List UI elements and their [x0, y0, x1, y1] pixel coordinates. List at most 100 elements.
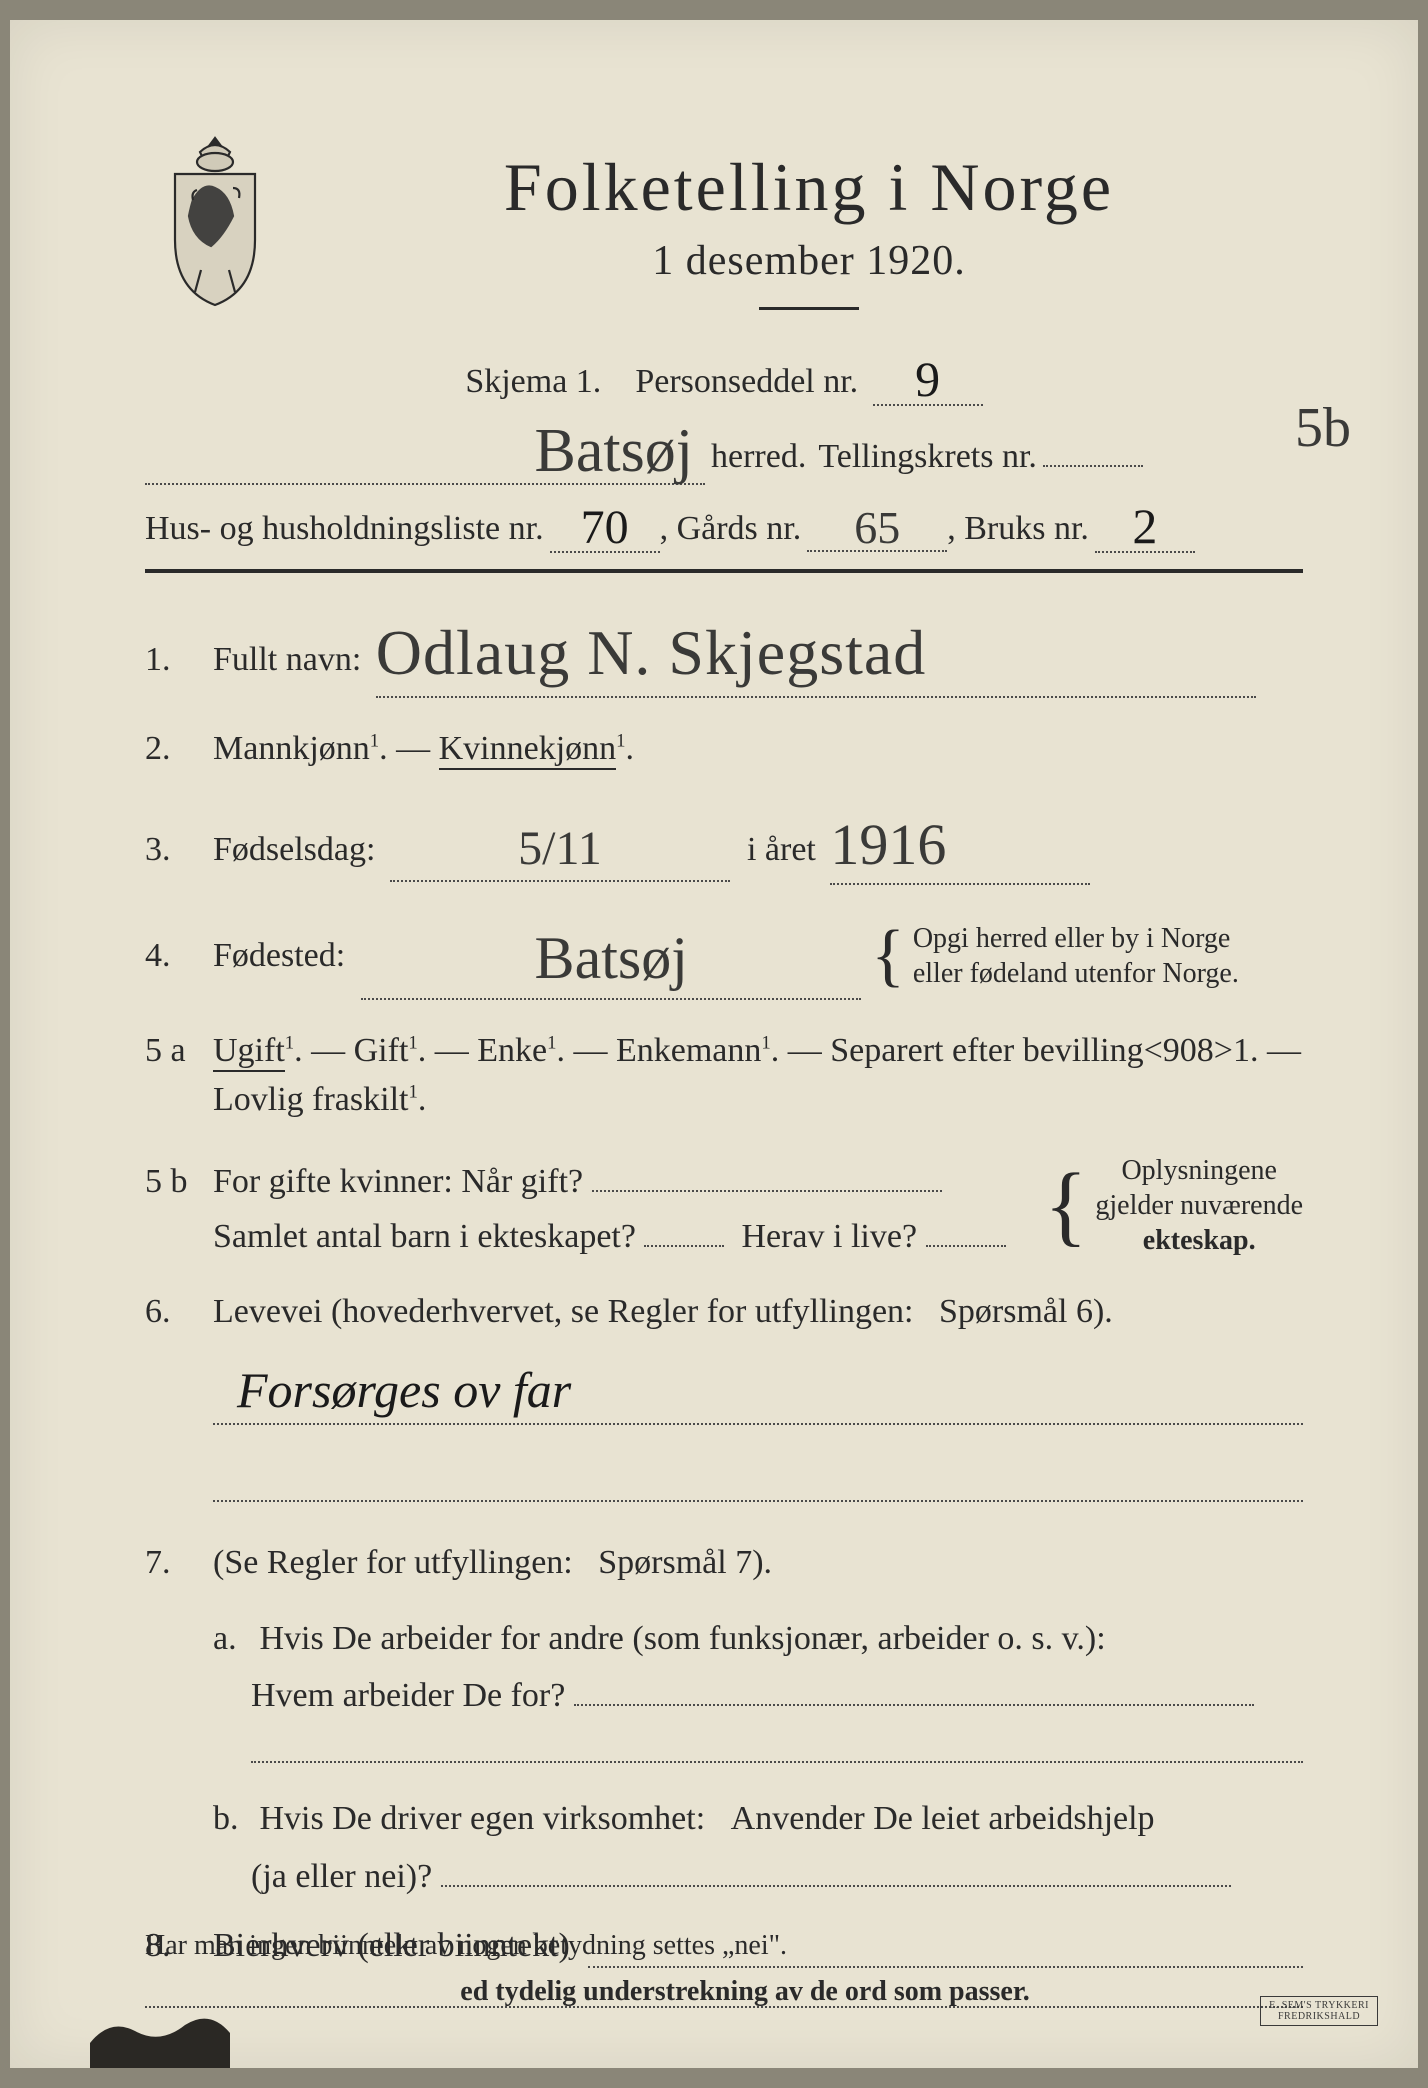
q7b-text3: (ja eller nei)?: [251, 1858, 432, 1895]
q5b-l1: For gifte kvinner: Når gift?: [213, 1163, 583, 1200]
q7: 7. (Se Regler for utfyllingen: Spørsmål …: [145, 1538, 1303, 1587]
q3-day-field: 5/11: [390, 810, 730, 882]
q3-num: 3.: [145, 825, 195, 874]
bruks-label: , Bruks nr.: [947, 510, 1089, 548]
q1-field: Odlaug N. Skjegstad: [376, 603, 1256, 698]
brace-icon: {: [871, 928, 905, 984]
q7b-label: b.: [213, 1793, 251, 1846]
q7b-text1: Hvis De driver egen virksomhet:: [260, 1800, 706, 1837]
q5b-note: Oplysningene gjelder nuværende ekteskap.: [1095, 1153, 1303, 1258]
q5b-l2a: Samlet antal barn i ekteskapet?: [213, 1218, 636, 1255]
q6-label2: Spørsmål 6).: [939, 1293, 1113, 1330]
thick-rule: [145, 569, 1303, 573]
personseddel-field: 9: [873, 346, 983, 406]
q7-label2: Spørsmål 7).: [598, 1544, 772, 1581]
q2: 2. Mannkjønn1. — Kvinnekjønn1.: [145, 724, 1303, 773]
q5a-fraskilt: Lovlig fraskilt: [213, 1081, 408, 1118]
q4: 4. Fødested: Batsøj { Opgi herred eller …: [145, 911, 1303, 1000]
q5a-gift: Gift: [354, 1032, 409, 1069]
q7b: b. Hvis De driver egen virksomhet: Anven…: [213, 1793, 1303, 1903]
personseddel-label: Personseddel nr.: [635, 363, 858, 400]
brace-icon: {: [1044, 1170, 1087, 1242]
bruks-value: 2: [1132, 497, 1157, 555]
herred-label: herred.: [711, 438, 806, 476]
gards-field: 65: [807, 497, 947, 552]
q5b-l2b: Herav i live?: [741, 1218, 917, 1255]
husliste-label: Hus- og husholdningsliste nr.: [145, 510, 544, 548]
header: Folketelling i Norge 1 desember 1920.: [145, 130, 1303, 338]
q5a-enkemann: Enkemann: [616, 1032, 761, 1069]
q7-num: 7.: [145, 1538, 195, 1587]
bruks-field: 2: [1095, 493, 1195, 553]
q5a-ugift: Ugift: [213, 1032, 285, 1072]
herred-value: Batsøj: [535, 416, 693, 487]
gards-value: 65: [854, 501, 900, 554]
q5b-barn-field: [644, 1206, 724, 1247]
personseddel-value: 9: [915, 350, 940, 408]
q1-value: Odlaug N. Skjegstad: [376, 607, 927, 700]
q1-num: 1.: [145, 635, 195, 684]
census-form-page: Folketelling i Norge 1 desember 1920. Sk…: [10, 20, 1418, 2068]
divider: [759, 307, 859, 310]
q3-yearlabel: i året: [747, 831, 816, 868]
q5b-note1: Oplysningene: [1121, 1155, 1277, 1186]
q4-note2: eller fødeland utenfor Norge.: [913, 958, 1239, 989]
subtitle: 1 desember 1920.: [315, 237, 1303, 285]
footer: Har man ingen biinntekt av nogen betydni…: [145, 1930, 1303, 2008]
q6-num: 6.: [145, 1287, 195, 1336]
q7a-text2: Hvem arbeider De for?: [251, 1677, 565, 1714]
q7a-field2: [251, 1761, 1303, 1763]
q7a-text1: Hvis De arbeider for andre (som funksjon…: [260, 1620, 1106, 1657]
q2-mann: Mannkjønn: [213, 730, 370, 767]
q3-day: 5/11: [518, 814, 602, 884]
title-block: Folketelling i Norge 1 desember 1920.: [315, 130, 1303, 338]
printer-line2: FREDRIKSHALD: [1278, 2011, 1360, 2022]
q5a-num: 5 a: [145, 1026, 195, 1075]
q6-field2: [213, 1461, 1303, 1502]
q1: 1. Fullt navn: Odlaug N. Skjegstad: [145, 603, 1303, 698]
tellingskrets-field: [1043, 426, 1143, 467]
q4-field: Batsøj: [361, 911, 861, 1000]
q3-year: 1916: [830, 803, 946, 887]
herred-line: Batsøj herred. Tellingskrets nr. 5b: [145, 412, 1303, 485]
q5b-note2: gjelder nuværende: [1095, 1190, 1303, 1221]
questions: 1. Fullt navn: Odlaug N. Skjegstad 2. Ma…: [145, 603, 1303, 1587]
q7a: a. Hvis De arbeider for andre (som funks…: [213, 1613, 1303, 1763]
q6-value: Forsørges ov far: [237, 1354, 571, 1427]
tellingskrets-value: 5b: [1295, 396, 1351, 460]
q2-kvinne: Kvinnekjønn: [439, 730, 617, 770]
q3-year-field: 1916: [830, 799, 1090, 885]
q5a-separert: Separert efter bevilling: [830, 1032, 1143, 1069]
coat-of-arms-icon: [145, 130, 285, 310]
q7b-field: [441, 1846, 1231, 1887]
q3-label: Fødselsdag:: [213, 831, 375, 868]
q4-value: Batsøj: [535, 915, 688, 1002]
q6-field: Forsørges ov far: [213, 1350, 1303, 1425]
q1-label: Fullt navn:: [213, 641, 361, 678]
q6: 6. Levevei (hovederhvervet, se Regler fo…: [145, 1287, 1303, 1502]
printer-line1: E. SEM'S TRYKKERI: [1269, 2000, 1369, 2011]
q5a-enke: Enke: [477, 1032, 547, 1069]
main-title: Folketelling i Norge: [315, 148, 1303, 227]
q7b-text2: Anvender De leiet arbeidshjelp: [731, 1800, 1155, 1837]
q4-label: Fødested:: [213, 931, 345, 980]
q2-num: 2.: [145, 724, 195, 773]
q4-note: Opgi herred eller by i Norge eller fødel…: [913, 921, 1239, 991]
q4-note1: Opgi herred eller by i Norge: [913, 923, 1231, 954]
q7a-label: a.: [213, 1613, 251, 1666]
q4-num: 4.: [145, 931, 195, 980]
footer-note2: xxxed tydelig understrekning av de ord s…: [145, 1976, 1303, 2008]
q7a-field: [574, 1666, 1254, 1707]
q5b-gift-field: [592, 1151, 942, 1192]
q4-note-wrap: { Opgi herred eller by i Norge eller fød…: [871, 921, 1239, 991]
schema-label: Skjema 1.: [465, 363, 601, 400]
q7-label: (Se Regler for utfyllingen:: [213, 1544, 573, 1581]
schema-line: Skjema 1. Personseddel nr. 9: [145, 346, 1303, 406]
q3: 3. Fødselsdag: 5/11 i året 1916: [145, 799, 1303, 885]
q5b-num: 5 b: [145, 1157, 195, 1206]
q5b-live-field: [926, 1206, 1006, 1247]
q5b: 5 b For gifte kvinner: Når gift? Samlet …: [145, 1151, 1303, 1261]
q5b-note3: ekteskap.: [1143, 1225, 1256, 1256]
printer-mark: E. SEM'S TRYKKERI FREDRIKSHALD: [1260, 1996, 1378, 2026]
herred-field: Batsøj: [145, 412, 705, 485]
